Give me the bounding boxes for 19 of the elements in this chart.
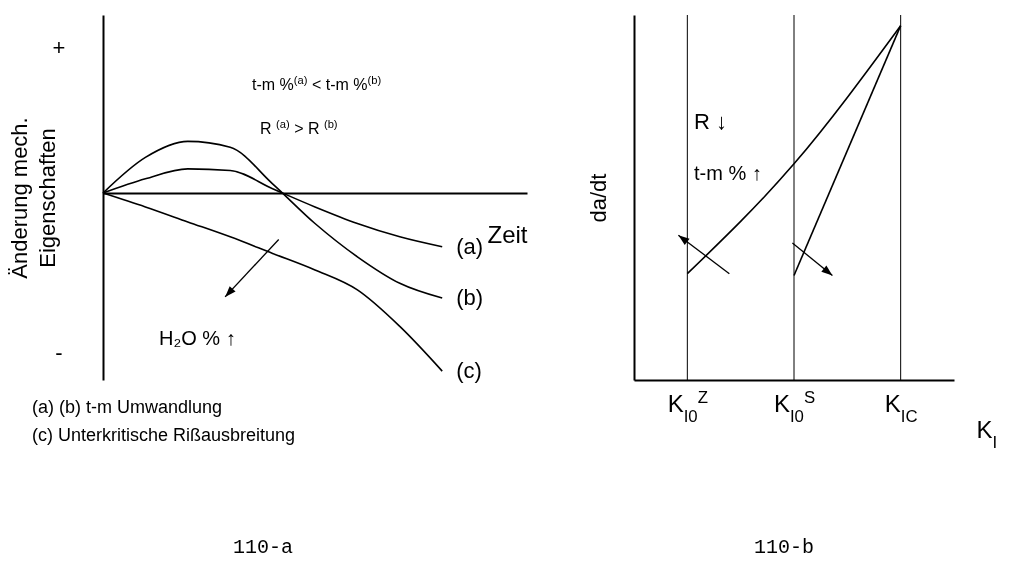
text: 110-a	[233, 536, 294, 559]
text: 110-b	[754, 536, 815, 559]
text: +	[52, 35, 66, 60]
x-tick-label: K$_{IC}$	[884, 389, 918, 425]
text: (c) Unterkritische Rißausbreitung	[32, 425, 296, 445]
annotation: t-m % ↑	[694, 162, 762, 184]
text: t-m %$^{(a)}$ < t-m %$^{(b)}$	[252, 74, 382, 93]
series-label: (b)	[456, 285, 484, 311]
series-label: (c)	[456, 358, 482, 384]
series-label: (a)	[456, 233, 484, 259]
text: -	[55, 340, 63, 365]
y-axis-title: Änderung mech. Eigenschaften	[6, 117, 60, 279]
text: (a) (b) t-m Umwandlung	[32, 397, 223, 417]
y-axis-title: da/dt	[585, 173, 611, 223]
x-axis-title: Zeit	[487, 220, 528, 248]
x-axis-title: K$_{I}$	[976, 415, 998, 451]
text: R $^{(a)}$ > R $^{(b)}$	[260, 118, 338, 137]
annotation: R ↓	[694, 109, 727, 134]
annotation: H₂O % ↑	[159, 327, 236, 349]
